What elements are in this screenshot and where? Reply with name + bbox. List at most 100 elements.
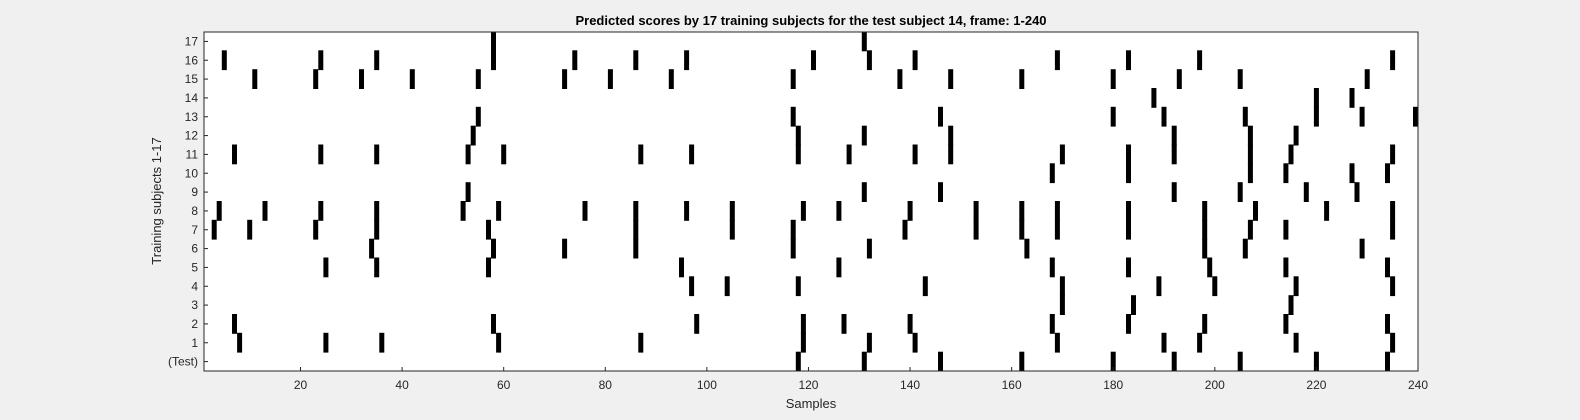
- score-mark: [318, 50, 324, 71]
- score-mark: [501, 144, 507, 165]
- score-mark: [465, 144, 471, 165]
- score-mark: [1161, 332, 1167, 353]
- score-mark: [633, 201, 639, 221]
- score-mark: [572, 50, 578, 71]
- score-mark: [1283, 314, 1289, 334]
- score-mark: [1126, 163, 1131, 184]
- score-mark: [1019, 351, 1025, 372]
- score-mark: [607, 69, 613, 89]
- y-tick-label: (Test): [168, 355, 198, 369]
- score-mark: [948, 125, 954, 146]
- score-mark: [1126, 201, 1131, 221]
- score-mark: [1202, 238, 1208, 259]
- score-mark: [1171, 125, 1177, 146]
- x-axis-label: Samples: [786, 396, 837, 411]
- score-mark: [1390, 144, 1396, 165]
- score-mark: [1059, 144, 1065, 165]
- score-mark: [359, 69, 364, 89]
- score-mark: [912, 332, 918, 353]
- y-tick-label: 4: [191, 279, 198, 293]
- score-mark: [1313, 88, 1319, 108]
- score-mark: [1197, 332, 1203, 353]
- score-mark: [313, 219, 319, 240]
- score-mark: [1126, 50, 1131, 71]
- score-mark: [409, 69, 415, 89]
- y-tick-label: 7: [191, 223, 198, 237]
- score-mark: [729, 201, 735, 221]
- score-mark: [1176, 69, 1182, 89]
- score-mark: [465, 182, 471, 202]
- score-mark: [1283, 163, 1289, 184]
- score-mark: [729, 219, 735, 240]
- score-mark: [948, 69, 954, 89]
- score-mark: [1253, 201, 1258, 221]
- score-mark: [237, 332, 243, 353]
- y-tick-label: 9: [191, 185, 198, 199]
- score-mark: [861, 125, 867, 146]
- score-mark: [252, 69, 258, 89]
- score-mark: [902, 219, 908, 240]
- score-mark: [866, 238, 872, 259]
- score-mark: [486, 219, 491, 240]
- score-mark: [938, 106, 943, 127]
- score-mark: [1242, 238, 1248, 259]
- score-mark: [1110, 69, 1116, 89]
- score-mark: [1390, 332, 1396, 353]
- score-mark: [1202, 219, 1208, 240]
- score-mark: [1413, 106, 1418, 127]
- score-mark: [689, 144, 695, 165]
- y-tick-label: 8: [191, 204, 198, 218]
- score-mark: [1237, 351, 1243, 372]
- score-mark: [1364, 69, 1370, 89]
- score-mark: [1197, 50, 1203, 71]
- y-tick-label: 17: [185, 34, 199, 48]
- x-tick-label: 80: [599, 378, 613, 392]
- score-mark: [318, 144, 324, 165]
- y-tick-label: 13: [185, 110, 199, 124]
- score-mark: [1054, 332, 1060, 353]
- score-mark: [1247, 219, 1253, 240]
- score-mark: [1024, 238, 1030, 259]
- score-mark: [694, 314, 700, 334]
- score-mark: [907, 314, 913, 334]
- score-mark: [790, 219, 796, 240]
- score-mark: [1385, 163, 1390, 184]
- score-mark: [1288, 144, 1294, 165]
- score-mark: [562, 238, 568, 259]
- score-mark: [1349, 88, 1355, 108]
- score-mark: [475, 69, 481, 89]
- score-mark: [800, 201, 806, 221]
- score-mark: [1390, 276, 1396, 297]
- score-mark: [790, 238, 796, 259]
- score-mark: [1202, 314, 1208, 334]
- score-mark: [633, 219, 639, 240]
- score-mark: [1126, 219, 1131, 240]
- score-mark: [1131, 295, 1136, 315]
- score-mark: [1049, 163, 1055, 184]
- score-mark: [795, 125, 801, 146]
- x-tick-label: 140: [900, 378, 920, 392]
- y-tick-label: 2: [191, 317, 198, 331]
- y-tick-label: 6: [191, 242, 198, 256]
- x-tick-label: 180: [1103, 378, 1123, 392]
- score-mark: [912, 50, 918, 71]
- score-mark: [633, 50, 639, 71]
- score-mark: [491, 31, 496, 52]
- score-mark: [866, 332, 872, 353]
- score-mark: [232, 144, 237, 165]
- x-tick-label: 220: [1306, 378, 1326, 392]
- score-mark: [1110, 106, 1116, 127]
- score-mark: [866, 50, 872, 71]
- score-mark: [1126, 257, 1131, 278]
- score-mark: [973, 219, 979, 240]
- score-mark: [912, 144, 918, 165]
- y-tick-label: 11: [186, 147, 199, 161]
- chart-marks: [211, 31, 1418, 372]
- y-tick-label: 10: [185, 166, 199, 180]
- score-mark: [369, 238, 375, 259]
- x-tick-label: 240: [1408, 378, 1428, 392]
- score-mark: [811, 50, 816, 71]
- score-mark: [1247, 163, 1253, 184]
- score-mark: [846, 144, 852, 165]
- x-tick-label: 200: [1205, 378, 1225, 392]
